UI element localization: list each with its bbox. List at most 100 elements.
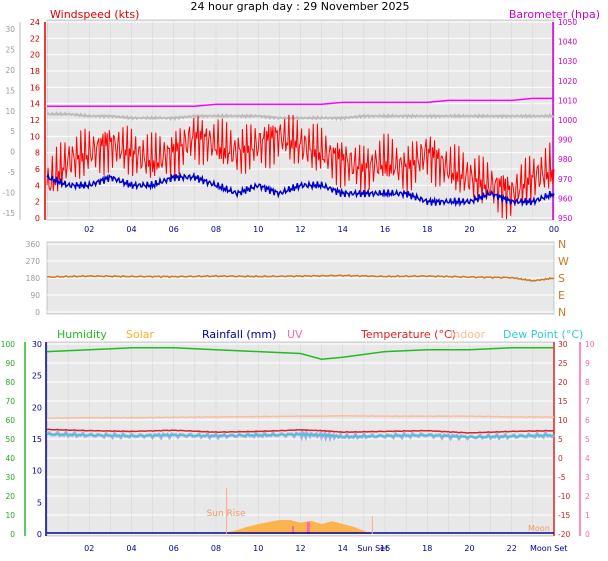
moonset-label: Moon Set	[530, 544, 567, 553]
temperature-line	[46, 428, 555, 434]
wind-left-tick: 22	[30, 34, 40, 43]
uv-right-tick: 1	[585, 511, 590, 520]
temp-x-tick: 08	[211, 544, 221, 553]
wind-x-tick: 14	[338, 225, 348, 234]
temp-x-tick: 04	[126, 544, 136, 553]
temp-annotations: Sun Rise Sun Set Moon Set Moon	[207, 488, 567, 553]
humidity-left-tick: 80	[5, 378, 15, 387]
temp-x-tick: 22	[507, 544, 517, 553]
winddir-line	[46, 274, 555, 282]
uv-right-tick: 2	[585, 492, 590, 501]
winddir-grid	[47, 243, 554, 313]
temp-right-tick: 0	[558, 454, 563, 463]
wind-left-tick: 20	[30, 51, 40, 60]
wind-left-tick: 2	[35, 198, 40, 207]
legend-entry: Dew Point (°C)	[503, 328, 583, 341]
gust-line	[46, 171, 555, 208]
baro-right-tick: 1040	[558, 38, 577, 47]
baro-right-tick: 1050	[558, 18, 577, 27]
uv-right-tick: 0	[585, 530, 590, 539]
wind-panel: Windspeed (kts) Barometer (hpa) 02468101…	[3, 8, 600, 234]
winddir-left-tick: 270	[26, 257, 41, 266]
indoor-line	[46, 414, 555, 419]
outer-left-tick: -5	[8, 168, 16, 177]
rain-left-tick: 30	[32, 340, 42, 349]
temp-x-tick: 12	[295, 544, 305, 553]
winddir-left-tick: 180	[26, 274, 41, 283]
winddir-lines	[46, 274, 555, 282]
temp-right-tick: 5	[558, 435, 563, 444]
humidity-left-tick: 0	[10, 530, 15, 539]
legend-entry: Solar	[126, 328, 155, 341]
wind-x-tick: 18	[422, 225, 432, 234]
uv-right-tick: 8	[585, 378, 590, 387]
winddir-left-tick: 360	[26, 240, 41, 249]
rain-left-tick: 0	[37, 530, 42, 539]
wind-left-tick: 12	[30, 116, 40, 125]
winddir-left-tick: 0	[35, 308, 40, 317]
winddir-compass-tick: N	[558, 238, 566, 251]
temp-right-tick: 10	[558, 416, 568, 425]
temp-right-tick: -15	[558, 511, 570, 520]
outer-left-tick: 30	[5, 25, 15, 34]
wind-left-tick: 4	[35, 181, 40, 190]
temp-x-tick: 06	[169, 544, 179, 553]
baro-right-tick: 1030	[558, 57, 577, 66]
wind-title: Windspeed (kts)	[50, 8, 139, 21]
wind-x-tick: 22	[507, 225, 517, 234]
outer-left-tick: 20	[5, 66, 15, 75]
wind-x-tick: 08	[211, 225, 221, 234]
baro-right-tick: 1020	[558, 77, 577, 86]
baro-right-tick: 1000	[558, 116, 577, 125]
temp-right-tick: 20	[558, 378, 568, 387]
humidity-left-tick: 60	[5, 416, 15, 425]
baro-right-tick: 950	[558, 214, 573, 223]
temp-x-tick: 20	[464, 544, 474, 553]
legend-entry: Temperature (°C)	[360, 328, 456, 341]
temp-x-tick: 16	[380, 544, 390, 553]
temp-x-tick: 02	[84, 544, 94, 553]
temp-x-tick: 14	[338, 544, 348, 553]
baro-right-tick: 990	[558, 136, 573, 145]
wind-x-tick: 00	[549, 225, 559, 234]
wind-left-tick: 16	[30, 83, 40, 92]
winddir-left-tick: 90	[30, 291, 40, 300]
wind-left-tick: 14	[30, 100, 40, 109]
moonrise-label: Moon	[528, 524, 550, 533]
sunset-label: Sun Set	[357, 544, 388, 553]
baro-right-tick: 980	[558, 155, 573, 164]
humidity-left-tick: 20	[5, 492, 15, 501]
sunrise-label: Sun Rise	[207, 509, 246, 519]
solar-area	[226, 520, 371, 534]
humidity-left-tick: 90	[5, 359, 15, 368]
outer-left-tick: 15	[5, 86, 15, 95]
baro-right-tick: 1010	[558, 96, 577, 105]
temp-x-tick: 10	[253, 544, 263, 553]
outer-left-tick: 0	[10, 148, 15, 157]
wind-lines	[46, 97, 555, 220]
uv-bar	[292, 526, 295, 534]
uv-right-tick: 10	[585, 340, 595, 349]
humidity-left-tick: 50	[5, 435, 15, 444]
windspeed-line	[46, 114, 555, 220]
humidity-left-tick: 100	[1, 340, 16, 349]
temp-right-tick: 15	[558, 397, 568, 406]
baro-title: Barometer (hpa)	[509, 8, 600, 21]
wind-x-tick: 20	[464, 225, 474, 234]
temp-right-tick: 30	[558, 340, 568, 349]
uv-right-tick: 4	[585, 454, 590, 463]
outer-left-tick: 10	[5, 107, 15, 116]
outer-left-tick: 25	[5, 45, 15, 54]
wind-ticks: 0246810121416182022249509609709809901000…	[3, 18, 578, 234]
wind-x-tick: 12	[295, 225, 305, 234]
uv-right-tick: 5	[585, 435, 590, 444]
wind-x-tick: 06	[169, 225, 179, 234]
uv-right-tick: 3	[585, 473, 590, 482]
temp-right-tick: 25	[558, 359, 568, 368]
legend-entry: Rainfall (mm)	[202, 328, 276, 341]
baro-right-tick: 970	[558, 175, 573, 184]
humidity-left-tick: 70	[5, 397, 15, 406]
